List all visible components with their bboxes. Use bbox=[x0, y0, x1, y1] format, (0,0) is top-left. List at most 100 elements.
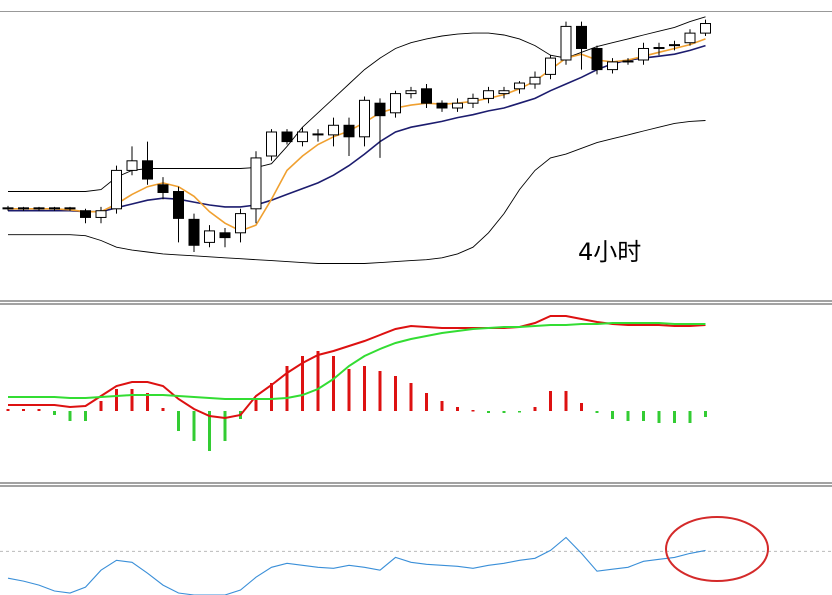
histogram-bar bbox=[425, 393, 428, 411]
indicator-line bbox=[8, 16, 706, 192]
candle-body bbox=[514, 82, 525, 90]
candle-body bbox=[235, 213, 246, 234]
candle-body bbox=[390, 93, 401, 114]
histogram-bar bbox=[394, 376, 397, 411]
oscillator-panel bbox=[0, 536, 832, 595]
candle-body bbox=[591, 47, 603, 71]
candle-body bbox=[700, 23, 711, 34]
candle-body bbox=[638, 47, 649, 61]
histogram-bar bbox=[99, 401, 103, 411]
candle-body bbox=[64, 207, 76, 210]
candle-body bbox=[111, 169, 122, 210]
histogram-bar bbox=[549, 391, 552, 411]
candle-body bbox=[545, 57, 556, 75]
candle-body bbox=[452, 102, 463, 109]
histogram-bar bbox=[502, 411, 506, 413]
histogram-bar bbox=[518, 411, 521, 413]
candle-body bbox=[266, 131, 277, 157]
candle-body bbox=[576, 25, 587, 49]
histogram-bar bbox=[285, 366, 289, 411]
histogram-bar bbox=[115, 389, 118, 411]
candle-body bbox=[359, 99, 370, 138]
histogram-bar bbox=[363, 366, 366, 411]
candle-body bbox=[18, 207, 29, 210]
candle-body bbox=[312, 133, 324, 136]
candle-body bbox=[607, 61, 618, 71]
histogram-bar bbox=[533, 407, 537, 411]
histogram-bar bbox=[177, 411, 180, 431]
candle-body bbox=[560, 25, 572, 61]
histogram-bar bbox=[688, 411, 692, 423]
candle-body bbox=[343, 124, 355, 138]
histogram-bar bbox=[595, 411, 599, 413]
candle-body bbox=[173, 191, 184, 219]
candle-body bbox=[374, 102, 386, 117]
histogram-bar bbox=[254, 399, 258, 411]
histogram-bar bbox=[409, 383, 413, 411]
histogram-bar bbox=[223, 411, 227, 441]
histogram-bar bbox=[192, 411, 196, 441]
candle-body bbox=[328, 124, 339, 136]
histogram-bar bbox=[37, 409, 41, 411]
histogram-bar bbox=[6, 409, 10, 411]
histogram-bar bbox=[611, 411, 614, 419]
histogram-bar bbox=[130, 389, 134, 411]
histogram-bar bbox=[146, 393, 149, 411]
histogram-bar bbox=[440, 401, 444, 411]
candle-body bbox=[49, 207, 60, 210]
candle-body bbox=[498, 90, 510, 95]
price-panel bbox=[2, 16, 711, 264]
candle-body bbox=[684, 32, 696, 44]
histogram-bar bbox=[642, 411, 645, 421]
histogram-bar bbox=[378, 371, 382, 411]
histogram-bar bbox=[657, 411, 661, 423]
indicator-line bbox=[8, 38, 706, 232]
histogram-bar bbox=[673, 411, 676, 423]
candle-body bbox=[204, 230, 215, 243]
histogram-bar bbox=[456, 407, 459, 411]
histogram-bar bbox=[704, 411, 707, 417]
candle-body bbox=[142, 160, 153, 180]
candle-body bbox=[405, 90, 417, 95]
histogram-bar bbox=[270, 383, 273, 411]
candle-body bbox=[622, 60, 634, 63]
histogram-bar bbox=[161, 408, 165, 411]
candle-body bbox=[669, 44, 680, 47]
histogram-bar bbox=[626, 411, 630, 421]
candle-body bbox=[281, 131, 293, 143]
histogram-bar bbox=[332, 356, 335, 411]
macd-line bbox=[8, 315, 706, 420]
histogram-bar bbox=[316, 351, 320, 411]
histogram-bar bbox=[580, 403, 583, 411]
histogram-bar bbox=[301, 356, 304, 411]
histogram-bar bbox=[487, 411, 490, 413]
histogram-bar bbox=[208, 411, 211, 451]
timeframe-label: 4小时 bbox=[578, 238, 641, 266]
candle-body bbox=[297, 131, 308, 143]
candle-body bbox=[219, 232, 231, 239]
histogram-bar bbox=[84, 411, 87, 421]
candle-body bbox=[2, 207, 14, 210]
histogram-bar bbox=[564, 391, 568, 411]
candle-body bbox=[188, 218, 200, 246]
histogram-bar bbox=[68, 411, 72, 421]
indicator-line bbox=[8, 120, 706, 264]
candle-body bbox=[157, 184, 169, 193]
histogram-bar bbox=[347, 369, 351, 411]
macd-panel bbox=[6, 315, 707, 451]
candle-body bbox=[126, 160, 138, 171]
candle-body bbox=[33, 207, 45, 210]
indicator-line bbox=[8, 44, 706, 213]
histogram-bar bbox=[22, 409, 25, 411]
histogram-bar bbox=[53, 411, 56, 415]
highlight-circle bbox=[665, 516, 769, 582]
candle-body bbox=[653, 47, 665, 50]
candle-body bbox=[436, 102, 448, 109]
candle-body bbox=[250, 157, 262, 210]
histogram-bar bbox=[471, 410, 475, 412]
candle-body bbox=[80, 210, 91, 218]
candle-body bbox=[95, 210, 107, 218]
macd-line bbox=[8, 322, 706, 400]
candle-body bbox=[467, 97, 479, 104]
